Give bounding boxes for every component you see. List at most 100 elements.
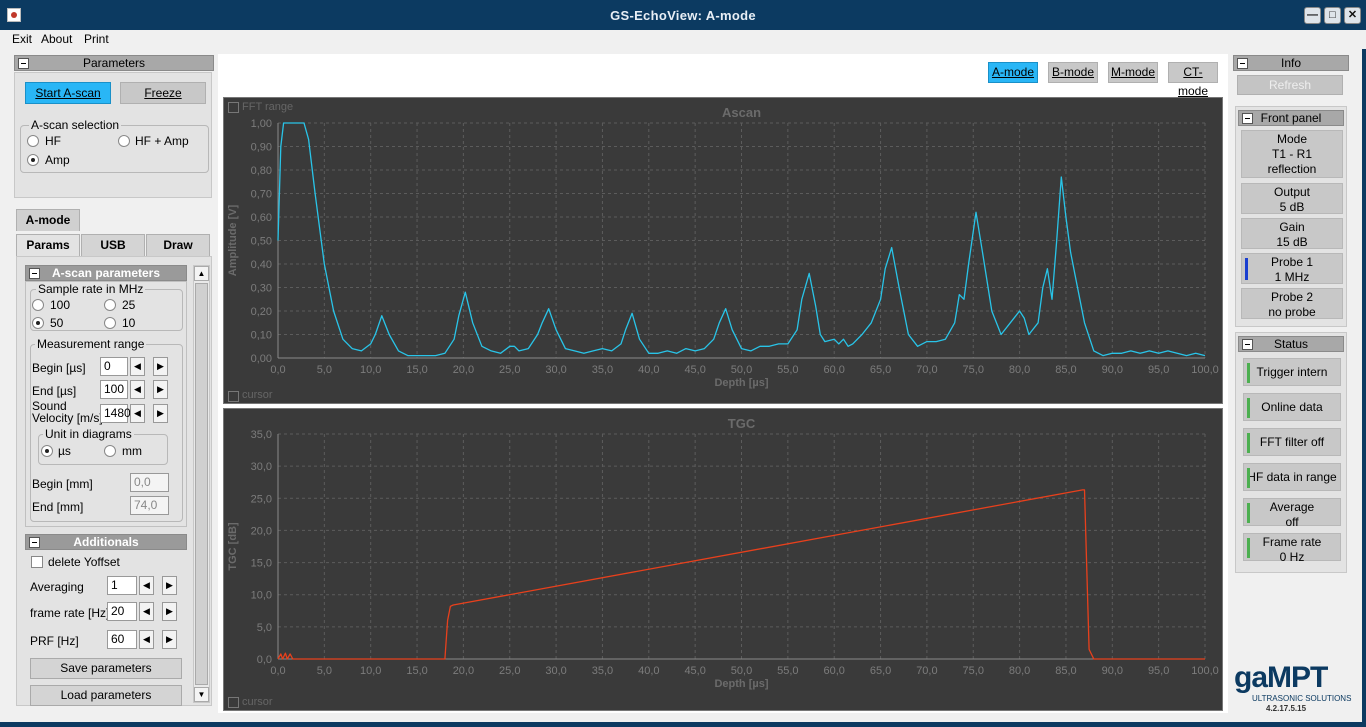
frame-rate-increment-button[interactable]: ▶ [162, 602, 177, 621]
end-decrement-button[interactable]: ◀ [130, 380, 145, 399]
radio-unit-us[interactable] [41, 445, 53, 457]
probe1-indicator [1245, 258, 1248, 280]
fft-range-checkbox[interactable] [228, 102, 239, 113]
probe2-status-button[interactable]: Probe 2 no probe [1241, 288, 1343, 319]
scrollbar-thumb[interactable] [195, 283, 208, 685]
averaging-increment-button[interactable]: ▶ [162, 576, 177, 595]
delete-yoffset-checkbox[interactable] [31, 556, 43, 568]
ascan-x-tick-label: 10,0 [360, 364, 381, 376]
status-header[interactable]: Status [1238, 336, 1344, 352]
tgc-y-tick-label: 10,0 [251, 590, 272, 602]
begin-us-input[interactable]: 0 [100, 357, 128, 376]
end-increment-button[interactable]: ▶ [153, 380, 168, 399]
prf-decrement-button[interactable]: ◀ [139, 630, 154, 649]
mode-a-button[interactable]: A-mode [988, 62, 1038, 83]
sound-decrement-button[interactable]: ◀ [130, 404, 145, 423]
params-scrollbar[interactable]: ▲ ▼ [193, 265, 210, 703]
radio-rate-100[interactable] [32, 299, 44, 311]
parameters-header[interactable]: Parameters [14, 55, 214, 71]
prf-input[interactable]: 60 [107, 630, 137, 649]
sound-velocity-input[interactable]: 1480 [100, 404, 131, 423]
fft-status[interactable]: FFT filter off [1243, 428, 1341, 456]
close-icon[interactable]: ✕ [1344, 7, 1361, 24]
radio-rate-25[interactable] [104, 299, 116, 311]
collapse-icon[interactable] [1237, 58, 1248, 69]
rate-50-label: 50 [50, 316, 64, 330]
mode-ct-button[interactable]: CT-mode [1168, 62, 1218, 98]
scroll-up-icon[interactable]: ▲ [194, 266, 209, 281]
begin-us-label: Begin [µs] [32, 361, 86, 375]
collapse-icon[interactable] [18, 58, 29, 69]
collapse-icon[interactable] [1242, 339, 1253, 350]
ascan-x-tick-label: 45,0 [684, 364, 705, 376]
unit-mm-label: mm [122, 444, 142, 458]
output-status-button[interactable]: Output 5 dB [1241, 183, 1343, 214]
radio-rate-50[interactable] [32, 317, 44, 329]
average-status[interactable]: Average off [1243, 498, 1341, 529]
averaging-decrement-button[interactable]: ◀ [139, 576, 154, 595]
unit-legend: Unit in diagrams [43, 427, 134, 441]
info-header[interactable]: Info [1233, 55, 1349, 71]
radio-hf[interactable] [27, 135, 39, 147]
freeze-button[interactable]: Freeze [120, 82, 206, 104]
additionals-header[interactable]: Additionals [25, 534, 187, 550]
fft-label: FFT filter off [1259, 435, 1325, 449]
minimize-icon[interactable]: — [1304, 7, 1321, 24]
gain-status-button[interactable]: Gain 15 dB [1241, 218, 1343, 249]
radio-amp-label: Amp [45, 153, 70, 167]
collapse-icon[interactable] [29, 537, 40, 548]
ascan-plot[interactable]: FFT range cursor Ascan 0,00 0,10 0,20 0,30 0,… [223, 97, 1223, 404]
mode-b-button[interactable]: B-mode [1048, 62, 1098, 83]
mode-status-button[interactable]: Mode T1 - R1 reflection [1241, 130, 1343, 178]
center-panel: A-mode B-mode M-mode CT-mode FFT range c… [218, 54, 1228, 713]
load-parameters-button[interactable]: Load parameters [30, 685, 182, 706]
frame-rate-input[interactable]: 20 [107, 602, 137, 621]
begin-increment-button[interactable]: ▶ [153, 357, 168, 376]
prf-increment-button[interactable]: ▶ [162, 630, 177, 649]
tgc-cursor-checkbox[interactable] [228, 697, 239, 708]
menu-print[interactable]: Print [84, 32, 109, 46]
tgc-y-tick-label: 20,0 [251, 525, 272, 537]
scroll-down-icon[interactable]: ▼ [194, 687, 209, 702]
ascan-params-header[interactable]: A-scan parameters [25, 265, 187, 281]
radio-amp[interactable] [27, 154, 39, 166]
end-us-input[interactable]: 100 [100, 380, 128, 399]
maximize-icon[interactable]: □ [1324, 7, 1341, 24]
radio-unit-mm[interactable] [104, 445, 116, 457]
parameters-box: Start A-scan Freeze A-scan selection HF … [14, 72, 212, 198]
ascan-x-tick-label: 30,0 [545, 364, 566, 376]
ascan-cursor-checkbox[interactable] [228, 391, 239, 402]
start-ascan-button[interactable]: Start A-scan [25, 82, 111, 104]
ascan-y-tick-label: 0,70 [251, 189, 272, 201]
tgc-x-tick-label: 75,0 [963, 665, 984, 677]
averaging-input[interactable]: 1 [107, 576, 137, 595]
ascan-cursor-label: cursor [242, 389, 273, 401]
radio-rate-10[interactable] [104, 317, 116, 329]
tab-draw[interactable]: Draw [146, 234, 210, 256]
tgc-x-tick-label: 40,0 [638, 665, 659, 677]
collapse-icon[interactable] [1242, 113, 1253, 124]
tab-amode[interactable]: A-mode [16, 209, 80, 231]
frame-rate-status[interactable]: Frame rate 0 Hz [1243, 533, 1341, 564]
collapse-icon[interactable] [29, 268, 40, 279]
tgc-plot[interactable]: cursor TGC 0,0 5,0 10,0 15,0 20,0 25,0 30,0 35,0… [223, 408, 1223, 711]
refresh-button[interactable]: Refresh [1237, 75, 1343, 95]
trigger-status[interactable]: Trigger intern [1243, 358, 1341, 386]
menu-about[interactable]: About [41, 32, 73, 46]
mode-m-button[interactable]: M-mode [1108, 62, 1158, 83]
radio-hf-amp[interactable] [118, 135, 130, 147]
probe2-line-2: no probe [1268, 305, 1316, 319]
probe1-status-button[interactable]: Probe 1 1 MHz [1241, 253, 1343, 284]
save-parameters-button[interactable]: Save parameters [30, 658, 182, 679]
tab-usb[interactable]: USB [81, 234, 145, 256]
front-panel-header[interactable]: Front panel [1238, 110, 1344, 126]
frame-rate-decrement-button[interactable]: ◀ [139, 602, 154, 621]
tab-params[interactable]: Params [16, 234, 80, 256]
menu-exit[interactable]: Exit [12, 32, 33, 46]
sound-increment-button[interactable]: ▶ [153, 404, 168, 423]
info-title: Info [1280, 56, 1301, 70]
begin-decrement-button[interactable]: ◀ [130, 357, 145, 376]
online-status[interactable]: Online data [1243, 393, 1341, 421]
hf-range-status[interactable]: HF data in range [1243, 463, 1341, 491]
version-label: 4.2.17.5.15 [1266, 704, 1307, 713]
